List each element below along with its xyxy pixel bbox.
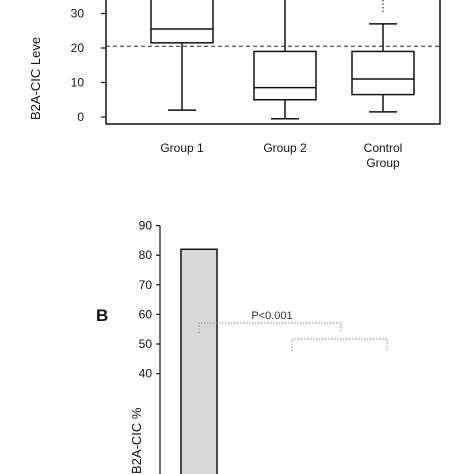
y-tick-label: 40: [139, 367, 153, 381]
box-plot-frame: [105, 0, 441, 125]
box-1: [150, 0, 214, 111]
box-plot-y-axis-label: B2A-CIC Leve: [28, 37, 43, 120]
category-label: Group: [366, 156, 400, 170]
y-tick-label: 10: [71, 76, 85, 90]
category-label: Group 2: [263, 141, 307, 155]
panel-label-b: B: [96, 306, 108, 325]
p-value-annotation: P<0.001: [251, 310, 292, 322]
box-iqr: [253, 50, 317, 101]
bracket-group2-control: [291, 338, 388, 351]
box-plot-y-ticks: 0 10 20 30: [71, 7, 106, 124]
y-tick-label: 20: [71, 41, 85, 55]
box-iqr: [150, 0, 214, 44]
box-2: [253, 0, 317, 120]
box-iqr: [351, 50, 415, 96]
bracket-group1-control: [198, 322, 342, 333]
category-label: Control: [364, 141, 403, 155]
y-tick-label: 90: [139, 219, 153, 233]
box-plot-boxes: [150, 0, 415, 120]
y-tick-label: 80: [139, 248, 153, 262]
bar-chart-panel: B B2A-CIC % 40 50 60 70 80 90 P<0.001: [96, 219, 388, 474]
y-tick-label: 60: [139, 307, 153, 321]
bar-chart-y-ticks: 40 50 60 70 80 90: [139, 219, 161, 474]
category-label: Group 1: [160, 141, 204, 155]
box-plot-panel: B2A-CIC Leve 0 10 20 30 Group 1 Group 2 Contr…: [28, 0, 441, 170]
y-tick-label: 30: [71, 7, 85, 21]
y-tick-label: 70: [139, 278, 153, 292]
box-3: [351, 0, 415, 113]
y-tick-label: 0: [77, 110, 84, 124]
significance-brackets: [198, 322, 388, 351]
y-tick-label: 50: [139, 337, 153, 351]
bar-chart-bars: [180, 248, 218, 474]
bar-1: [180, 248, 218, 474]
bar-chart-y-axis-label: B2A-CIC %: [129, 407, 144, 474]
